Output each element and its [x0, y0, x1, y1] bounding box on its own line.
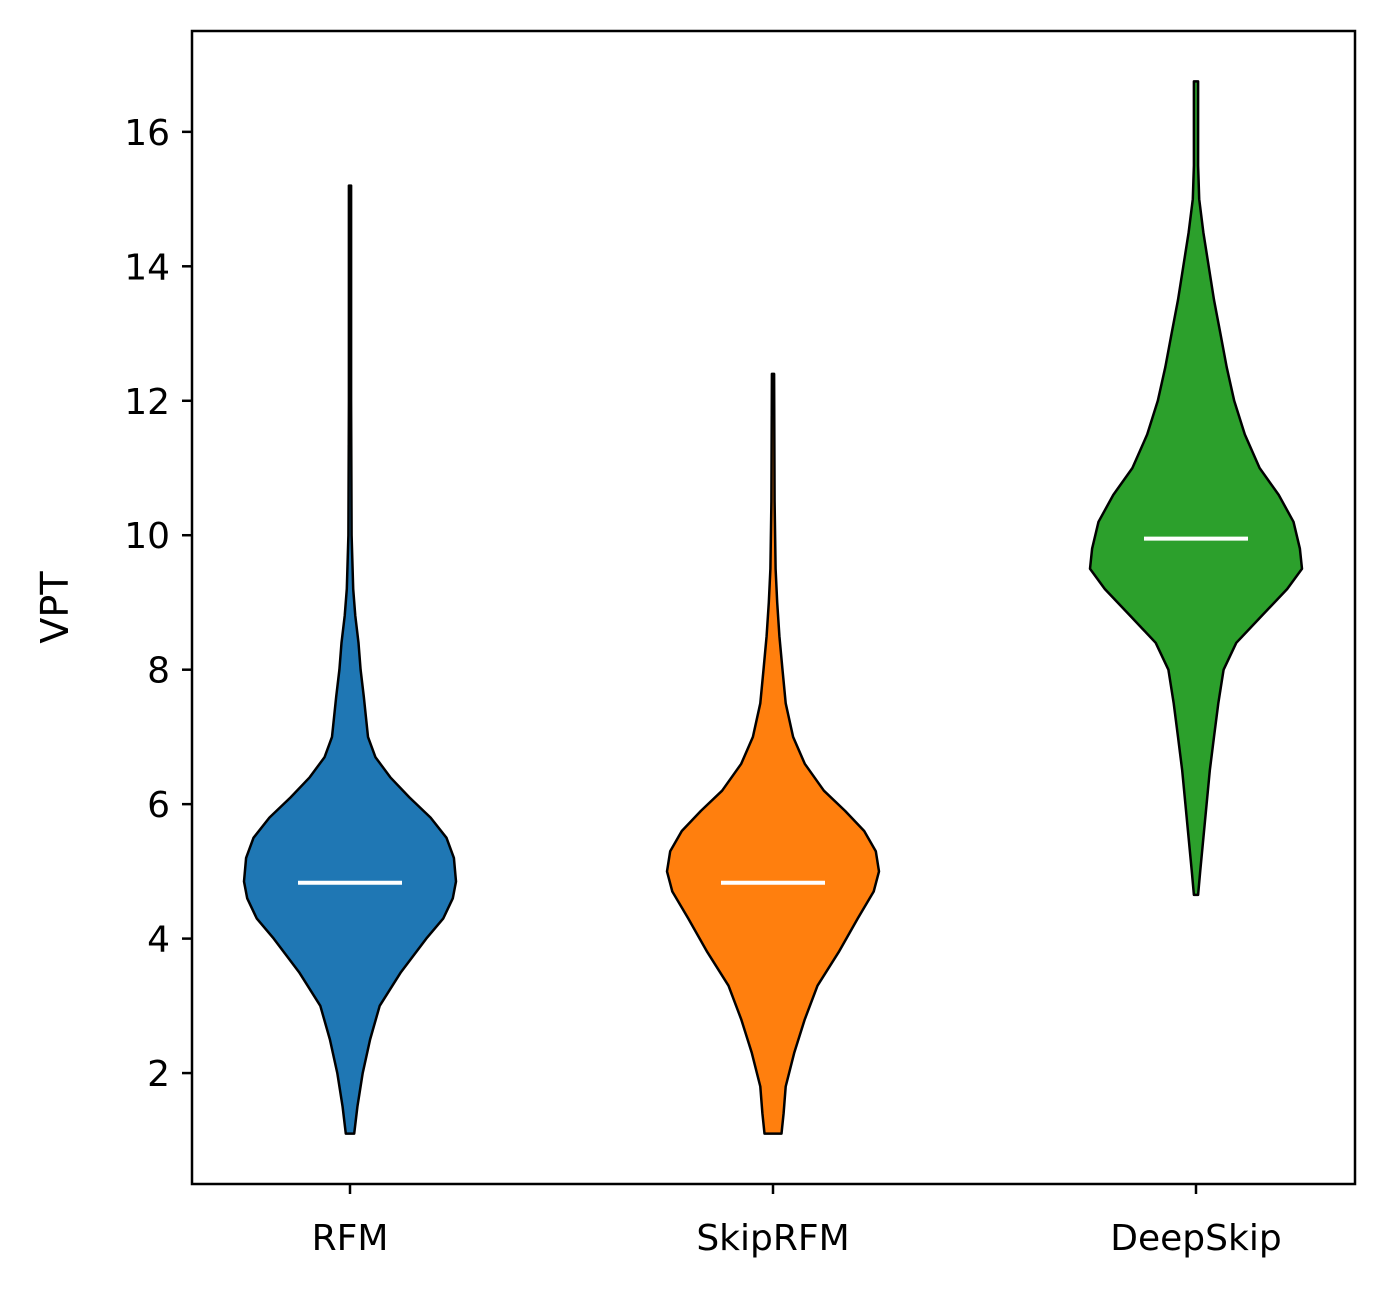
y-axis-ticks: 2 4 6 8 10 12 14 16: [124, 113, 192, 1095]
y-tick-label: 14: [124, 247, 170, 288]
median-lines: [298, 536, 1248, 885]
x-tick-label: DeepSkip: [1110, 1218, 1281, 1259]
y-tick-label: 12: [124, 382, 170, 423]
x-tick-label: RFM: [312, 1218, 389, 1259]
violin-rfm: [242, 184, 458, 1135]
y-tick-label: 6: [147, 785, 170, 826]
y-tick-label: 16: [124, 113, 170, 154]
y-axis-label: VPT: [33, 571, 77, 644]
y-tick-label: 8: [147, 651, 170, 692]
violin-skiprfm: [665, 372, 881, 1135]
x-tick-label: SkipRFM: [696, 1218, 849, 1259]
violin-group: [242, 80, 1304, 1135]
violin-deepskip: [1088, 80, 1304, 897]
y-tick-label: 4: [147, 920, 170, 961]
y-tick-label: 2: [147, 1054, 170, 1095]
x-axis-ticks: RFM SkipRFM DeepSkip: [312, 1184, 1282, 1259]
y-tick-label: 10: [124, 516, 170, 557]
